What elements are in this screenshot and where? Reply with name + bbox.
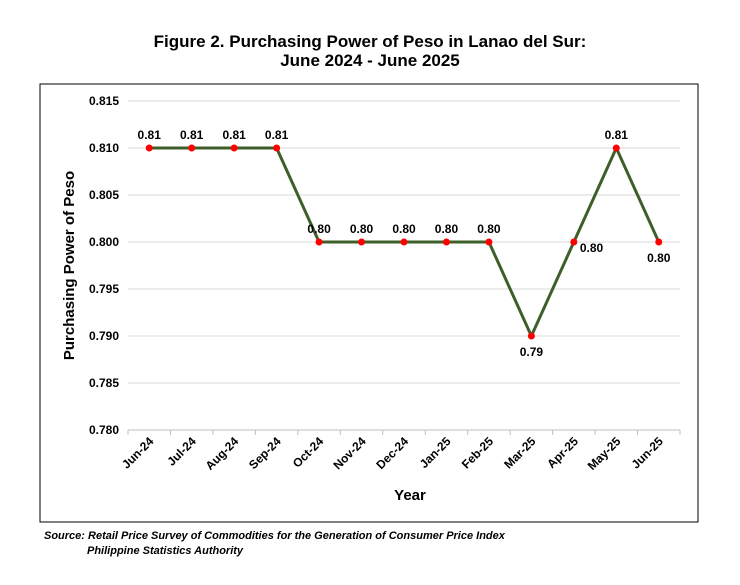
data-label: 0.80 <box>580 241 604 255</box>
x-tick-label: Jun-24 <box>119 434 156 471</box>
chart-title-line2: June 2024 - June 2025 <box>280 51 460 70</box>
data-label: 0.80 <box>435 222 459 236</box>
y-tick-label: 0.815 <box>89 94 119 108</box>
y-tick-label: 0.800 <box>89 235 119 249</box>
x-tick-label: May-25 <box>585 434 624 473</box>
x-axis-title: Year <box>394 487 426 504</box>
y-tick-label: 0.785 <box>89 376 119 390</box>
x-tick-label: Jun-25 <box>629 434 666 471</box>
x-tick-label: Mar-25 <box>501 434 538 471</box>
data-point <box>400 238 408 246</box>
data-label: 0.81 <box>605 128 629 142</box>
x-tick-label: Dec-24 <box>373 434 411 472</box>
data-point <box>230 144 238 152</box>
x-tick-label: Apr-25 <box>544 434 581 471</box>
data-label: 0.80 <box>350 222 374 236</box>
y-tick-label: 0.780 <box>89 423 119 437</box>
data-label: 0.81 <box>138 128 162 142</box>
x-tick-label: Oct-24 <box>290 434 327 471</box>
data-label: 0.79 <box>520 345 544 359</box>
data-label: 0.80 <box>307 222 331 236</box>
y-tick-label: 0.795 <box>89 282 119 296</box>
data-point <box>655 238 663 246</box>
data-point <box>612 144 620 152</box>
x-tick-label: Nov-24 <box>330 434 368 472</box>
data-label: 0.81 <box>265 128 289 142</box>
data-point <box>570 238 578 246</box>
y-tick-label: 0.790 <box>89 329 119 343</box>
data-label: 0.80 <box>477 222 501 236</box>
x-tick-label: Jul-24 <box>164 434 199 469</box>
source-agency: Philippine Statistics Authority <box>87 545 244 557</box>
x-tick-label: Aug-24 <box>203 434 242 473</box>
data-label: 0.80 <box>647 251 671 265</box>
data-point <box>485 238 493 246</box>
data-point <box>145 144 153 152</box>
data-point <box>273 144 281 152</box>
data-point <box>358 238 366 246</box>
data-label: 0.81 <box>222 128 246 142</box>
y-tick-label: 0.805 <box>89 188 119 202</box>
chart-title-line1: Figure 2. Purchasing Power of Peso in La… <box>153 32 587 51</box>
source-note: Source: Retail Price Survey of Commoditi… <box>44 530 505 542</box>
data-point <box>442 238 450 246</box>
y-axis-title: Purchasing Power of Peso <box>61 171 78 360</box>
data-point <box>315 238 323 246</box>
chart-frame <box>39 83 699 523</box>
x-tick-label: Feb-25 <box>459 434 496 471</box>
data-label: 0.81 <box>180 128 204 142</box>
y-tick-label: 0.810 <box>89 141 119 155</box>
x-tick-label: Jan-25 <box>417 434 454 471</box>
x-tick-label: Sep-24 <box>246 434 284 472</box>
data-point <box>527 332 535 340</box>
data-label: 0.80 <box>392 222 416 236</box>
data-point <box>188 144 196 152</box>
